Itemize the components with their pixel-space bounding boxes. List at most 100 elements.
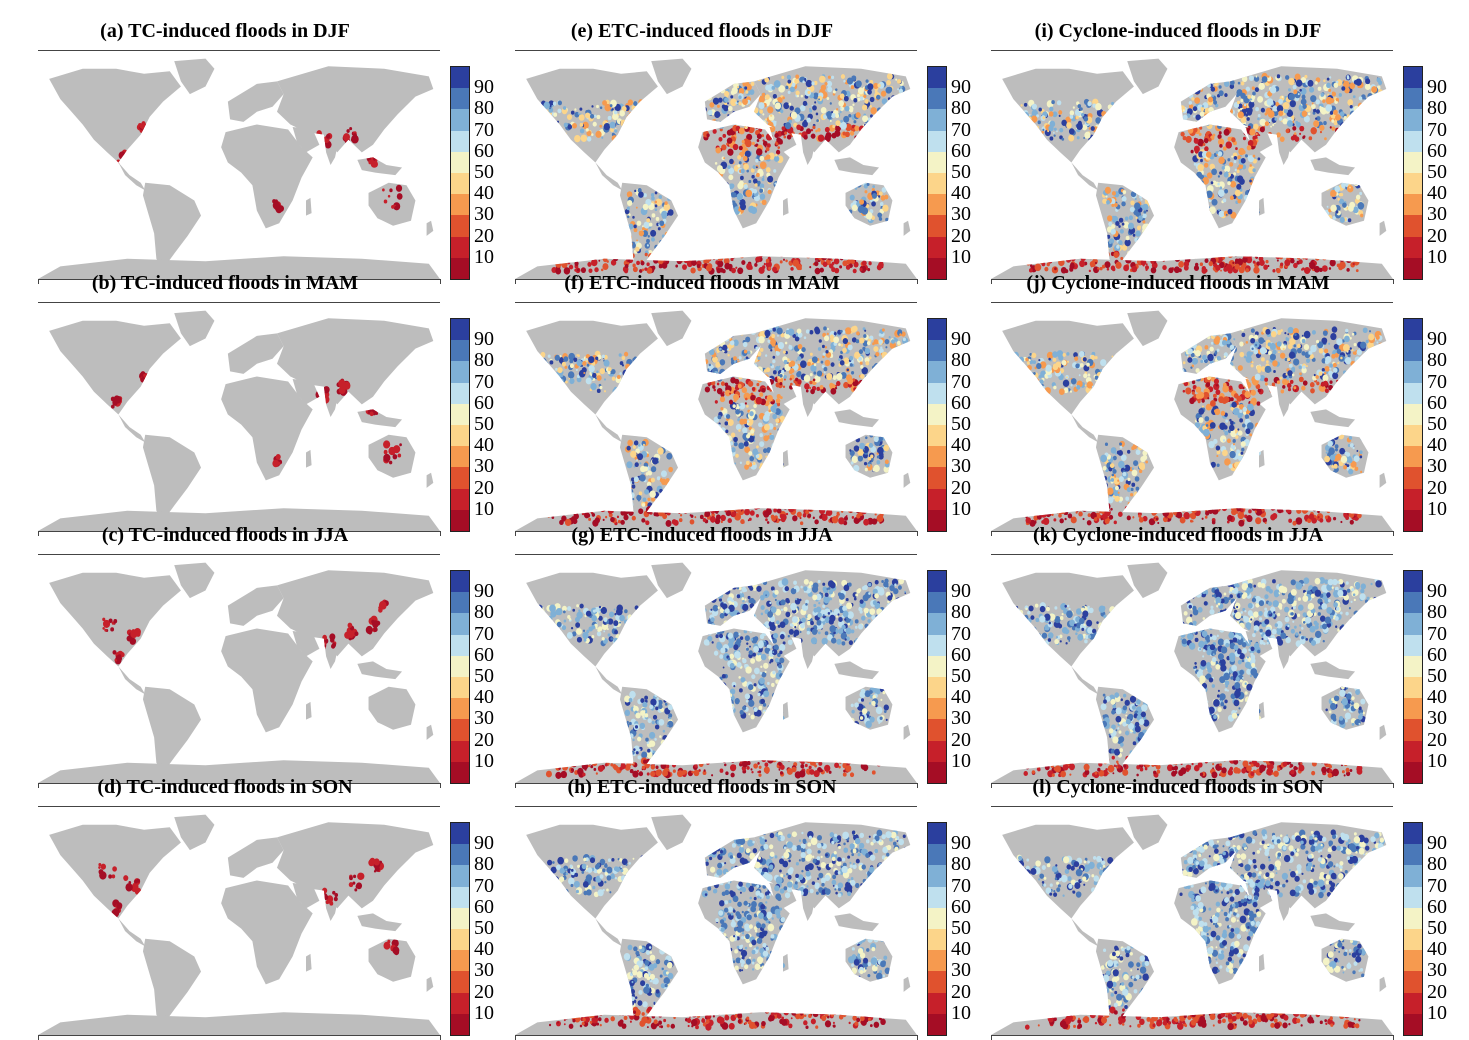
axis-tick bbox=[515, 783, 516, 788]
landmass bbox=[292, 883, 320, 909]
colorbar bbox=[927, 570, 947, 784]
landmass bbox=[1276, 638, 1293, 669]
world-map bbox=[38, 302, 440, 532]
axis-tick bbox=[440, 279, 441, 284]
landmass bbox=[227, 585, 284, 626]
landmass bbox=[118, 162, 146, 191]
colorbar-segment bbox=[1404, 130, 1422, 152]
colorbar-label: 50 bbox=[951, 161, 971, 183]
map-panel-a: (a) TC-induced floods in DJF 90 80 70 60 50 40… bbox=[0, 20, 494, 284]
colorbar-segment bbox=[451, 698, 469, 720]
colorbar-segment bbox=[451, 992, 469, 1014]
colorbar-label: 70 bbox=[1427, 118, 1447, 141]
colorbar-segment bbox=[928, 109, 946, 131]
colorbar-label: 60 bbox=[474, 391, 494, 414]
colorbar-label: 20 bbox=[951, 728, 971, 751]
colorbar-label: 60 bbox=[951, 895, 971, 918]
axis-tick bbox=[991, 783, 992, 788]
colorbar-label: 40 bbox=[1427, 434, 1447, 457]
colorbar-segment bbox=[451, 467, 469, 489]
panel-title: (a) TC-induced floods in DJF bbox=[100, 20, 350, 42]
landmass bbox=[903, 220, 911, 236]
colorbar-segment bbox=[1404, 865, 1422, 887]
world-map bbox=[38, 554, 440, 784]
colorbar-label: 60 bbox=[474, 139, 494, 162]
colorbar-label: 30 bbox=[1427, 707, 1447, 730]
axis-tick bbox=[515, 279, 516, 284]
colorbar-label: 60 bbox=[1427, 139, 1447, 162]
colorbar-label: 40 bbox=[951, 686, 971, 709]
colorbar bbox=[450, 318, 470, 532]
colorbar-label: 40 bbox=[951, 938, 971, 961]
colorbar-label: 30 bbox=[474, 203, 494, 226]
colorbar-segment bbox=[928, 634, 946, 656]
landmass bbox=[118, 666, 146, 695]
axis-tick bbox=[1393, 783, 1394, 788]
map-panel-e: (e) ETC-induced floods in DJF 90 80 70 60 50 4… bbox=[477, 20, 971, 284]
landmass bbox=[49, 320, 181, 415]
colorbar-label: 70 bbox=[1427, 622, 1447, 645]
colorbar-segment bbox=[451, 130, 469, 152]
colorbar-label: 80 bbox=[951, 601, 971, 624]
colorbar-label: 40 bbox=[474, 938, 494, 961]
landmass bbox=[38, 760, 440, 783]
colorbar-segment bbox=[1404, 676, 1422, 699]
colorbar-label: 90 bbox=[951, 328, 971, 351]
colorbar-label: 50 bbox=[474, 917, 494, 939]
landmass bbox=[276, 66, 434, 153]
landmass bbox=[651, 562, 692, 599]
colorbar-segment bbox=[1404, 655, 1422, 677]
panel-title: (j) Cyclone-induced floods in MAM bbox=[1026, 272, 1330, 294]
landmass bbox=[903, 976, 911, 992]
colorbar-label: 30 bbox=[1427, 455, 1447, 478]
colorbar-segment bbox=[928, 130, 946, 152]
colorbar-label: 30 bbox=[951, 203, 971, 226]
colorbar-segment bbox=[928, 719, 946, 741]
landmass bbox=[426, 976, 434, 992]
colorbar-label: 10 bbox=[1427, 245, 1447, 268]
landmass bbox=[834, 661, 880, 680]
landmass bbox=[306, 701, 312, 720]
colorbar-label: 10 bbox=[474, 497, 494, 520]
colorbar-segment bbox=[451, 950, 469, 972]
colorbar-segment bbox=[451, 928, 469, 951]
landmass bbox=[49, 68, 181, 163]
axis-tick bbox=[1393, 279, 1394, 284]
world-map bbox=[991, 302, 1393, 532]
colorbar-label: 60 bbox=[474, 895, 494, 918]
colorbar-label: 10 bbox=[474, 245, 494, 268]
colorbar-label: 30 bbox=[474, 959, 494, 982]
world-map bbox=[515, 806, 917, 1036]
colorbar-label: 90 bbox=[1427, 832, 1447, 855]
colorbar-segment bbox=[1404, 109, 1422, 131]
colorbar-segment bbox=[928, 928, 946, 951]
landmass bbox=[651, 814, 692, 851]
colorbar-segment bbox=[1404, 361, 1422, 383]
colorbar bbox=[1403, 822, 1423, 1036]
landmass bbox=[368, 686, 416, 730]
colorbar-segment bbox=[451, 592, 469, 614]
landmass bbox=[800, 386, 817, 417]
landmass bbox=[221, 376, 313, 481]
colorbar-label: 30 bbox=[1427, 203, 1447, 226]
colorbar-segment bbox=[1404, 992, 1422, 1014]
colorbar-label: 90 bbox=[474, 832, 494, 855]
landmass bbox=[834, 913, 880, 932]
colorbar-label: 50 bbox=[474, 413, 494, 435]
landmass bbox=[834, 409, 880, 428]
colorbar-label: 70 bbox=[474, 370, 494, 393]
colorbar-label: 10 bbox=[474, 1001, 494, 1024]
colorbar bbox=[927, 822, 947, 1036]
landmass bbox=[783, 197, 789, 216]
axis-tick bbox=[440, 1035, 441, 1040]
world-map bbox=[515, 302, 917, 532]
colorbar-segment bbox=[1404, 236, 1422, 258]
landmass bbox=[174, 814, 215, 851]
colorbar-label: 50 bbox=[951, 917, 971, 939]
colorbar-segment bbox=[451, 361, 469, 383]
colorbar-label: 10 bbox=[474, 749, 494, 772]
colorbar-segment bbox=[1404, 194, 1422, 216]
colorbar-segment bbox=[1404, 151, 1422, 173]
colorbar-label: 50 bbox=[1427, 665, 1447, 687]
landmass bbox=[1259, 953, 1265, 972]
